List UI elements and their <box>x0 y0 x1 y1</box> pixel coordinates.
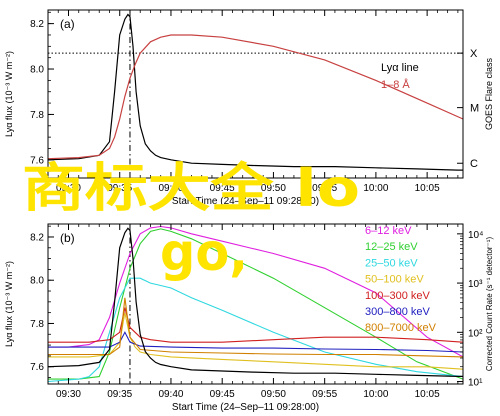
legend-entry: 50–100 keV <box>365 274 424 286</box>
lya-flux-line-b <box>47 227 463 377</box>
legend-entry: 800–7000 keV <box>365 322 437 334</box>
x-tick-label: 09:50 <box>261 389 286 400</box>
panel-b-frame <box>47 223 464 385</box>
panel-a-ylabel-right: GOES Flare class <box>484 57 494 130</box>
panel-a-label: (a) <box>60 17 75 31</box>
panel-b-label: (b) <box>60 231 75 245</box>
hxr-line-12-25-kev <box>48 228 464 380</box>
y-tick-label: 7.6 <box>30 362 44 373</box>
panel-b-legend: 6–12 keV 12–25 keV 25–50 keV 50–100 keV 100–… <box>365 225 437 334</box>
panel-b-xlabel: Start Time (24–Sep–11 09:28:00) <box>172 402 319 413</box>
panel-b-ylabel-left: Lyα flux (10⁻³ W m⁻²) <box>4 261 14 347</box>
x-tick-label: 09:35 <box>107 183 132 194</box>
panel-a-ylabel-left: Lyα flux (10⁻³ W m⁻²) <box>4 51 14 137</box>
lya-flux-line <box>47 13 463 171</box>
panel-a-legend: Lyα line 1–8 Å <box>381 62 419 91</box>
goes-1-8-flux-line <box>47 34 464 160</box>
panel-b-ylabel-right: Corrected Count Rate (s⁻¹ detector⁻¹) <box>485 237 494 372</box>
right-tick-label: X <box>470 48 478 60</box>
x-tick-label: 09:35 <box>107 389 132 400</box>
x-tick-label: 09:55 <box>312 389 337 400</box>
legend-entry: 12–25 keV <box>365 241 418 253</box>
right-tick-label: 10¹ <box>468 378 483 389</box>
panel-a-xlabel: Start Time (24–Sep–11 09:28:00) <box>172 196 319 207</box>
y-tick-label: 8.2 <box>30 19 44 30</box>
right-tick-label: M <box>470 103 479 115</box>
y-tick-label: 8.0 <box>30 276 44 287</box>
watermark-overlay: 商标大全 lo go, <box>22 159 360 283</box>
y-tick-label: 8.0 <box>30 65 44 76</box>
x-tick-label: 10:00 <box>363 389 388 400</box>
y-tick-label: 8.2 <box>30 232 44 243</box>
x-tick-label: 09:45 <box>210 389 235 400</box>
panel-a: 09:30 09:35 09:40 09:45 09:50 09:55 10:00 10:05… <box>4 9 494 207</box>
watermark-line-2: go, <box>160 223 248 283</box>
x-tick-label: 10:05 <box>415 389 440 400</box>
hxr-line-100-300-kev <box>48 307 464 343</box>
x-tick-label: 10:05 <box>415 183 440 194</box>
legend-entry: 300–800 keV <box>365 306 430 318</box>
legend-entry-goes: 1–8 Å <box>381 78 410 91</box>
right-tick-label: 10³ <box>468 279 483 290</box>
panel-a-frame <box>47 9 464 179</box>
legend-entry: 100–300 keV <box>365 290 430 302</box>
x-tick-label: 09:55 <box>312 183 337 194</box>
x-tick-label: 09:40 <box>158 183 183 194</box>
right-tick-label: 10² <box>468 328 483 339</box>
right-tick-label: C <box>470 158 478 170</box>
x-tick-label: 09:30 <box>56 183 81 194</box>
x-tick-label: 09:30 <box>56 389 81 400</box>
x-tick-label: 10:00 <box>363 183 388 194</box>
hxr-line-800-7000-kev <box>48 297 464 358</box>
legend-entry-lya: Lyα line <box>381 62 419 74</box>
watermark-line-1: 商标大全 lo <box>22 159 360 219</box>
panel-b: 09:30 09:35 09:40 09:45 09:50 09:55 10:00 10:05… <box>4 223 494 413</box>
hxr-line-50-100-kev <box>48 312 464 370</box>
x-tick-label: 09:45 <box>210 183 235 194</box>
x-tick-label: 09:50 <box>261 183 286 194</box>
right-tick-label: 10⁴ <box>468 230 483 241</box>
y-tick-label: 7.8 <box>30 319 44 330</box>
legend-entry: 25–50 keV <box>365 257 418 269</box>
y-tick-label: 7.6 <box>30 155 44 166</box>
legend-entry: 6–12 keV <box>365 225 412 237</box>
y-tick-label: 7.8 <box>30 110 44 121</box>
x-tick-label: 09:40 <box>158 389 183 400</box>
